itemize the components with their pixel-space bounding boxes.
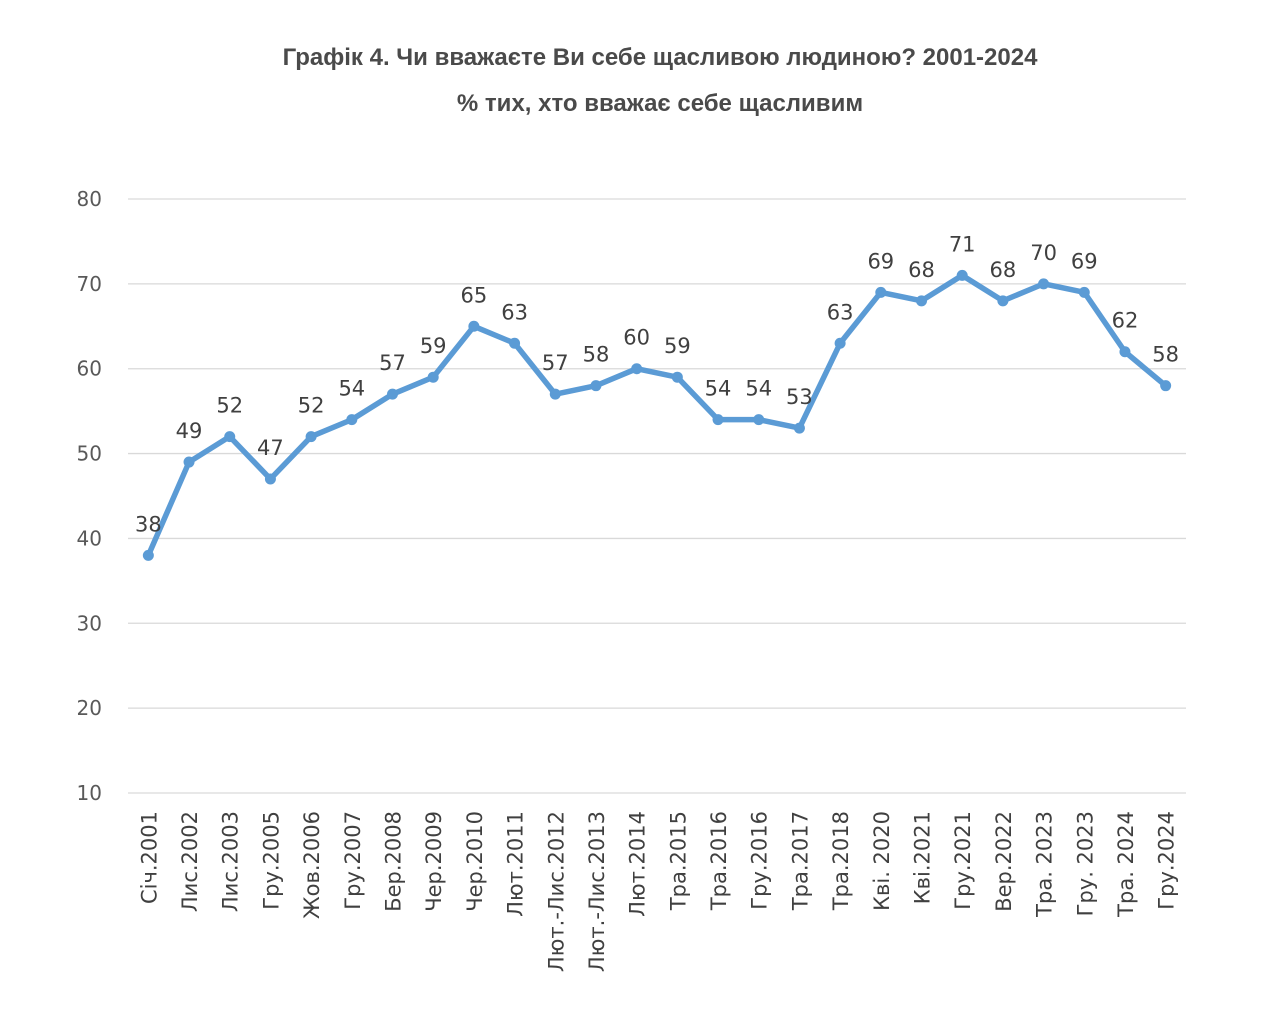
data-label: 69: [867, 249, 894, 273]
data-point: [509, 337, 521, 349]
y-tick-label: 20: [77, 696, 102, 720]
data-point: [468, 320, 480, 332]
series-line: [142, 269, 1172, 561]
y-tick-label: 60: [77, 357, 102, 381]
data-label: 57: [379, 351, 406, 375]
data-point: [264, 473, 276, 485]
x-tick-label: Тра.2017: [788, 811, 812, 911]
x-tick-label: Кві. 2020: [870, 811, 894, 911]
data-label: 59: [420, 334, 447, 358]
x-tick-label: Гру.2005: [259, 811, 283, 910]
x-tick-label: Чер.2009: [422, 811, 446, 912]
data-point: [427, 371, 439, 383]
x-tick-label: Лис.2003: [219, 811, 243, 912]
data-label: 54: [338, 377, 365, 401]
x-tick-label: Гру.2016: [748, 811, 772, 910]
data-label: 69: [1071, 249, 1098, 273]
data-label: 58: [583, 343, 610, 367]
data-point: [224, 431, 236, 443]
data-label: 53: [786, 385, 813, 409]
data-point: [590, 380, 602, 392]
data-point: [997, 295, 1009, 307]
data-label: 63: [501, 300, 528, 324]
chart-title: Графік 4. Чи вважаєте Ви себе щасливою л…: [282, 44, 1038, 71]
data-label: 70: [1030, 241, 1057, 265]
data-label: 68: [990, 258, 1017, 282]
data-label: 52: [298, 394, 325, 418]
data-label: 49: [176, 419, 203, 443]
y-tick-label: 40: [77, 526, 102, 550]
data-point: [631, 363, 643, 375]
data-point: [346, 414, 358, 426]
y-tick-label: 10: [77, 781, 102, 805]
gridlines: [128, 198, 1186, 794]
x-tick-label: Лют.2014: [626, 811, 650, 917]
x-tick-label: Гру.2021: [951, 811, 975, 910]
x-tick-label: Тра. 2023: [1033, 811, 1057, 918]
x-tick-label: Лис.2002: [178, 811, 202, 912]
x-tick-label: Жов.2006: [300, 811, 324, 919]
x-tick-label: Чер.2010: [463, 811, 487, 912]
data-label: 59: [664, 334, 691, 358]
data-point: [956, 269, 968, 281]
x-tick-label: Січ.2001: [137, 811, 161, 904]
data-label: 65: [461, 283, 488, 307]
x-tick-label: Гру. 2023: [1073, 811, 1097, 916]
data-label: 63: [827, 300, 854, 324]
x-tick-label: Лют.-Лис.2013: [585, 811, 609, 972]
x-tick-label: Вер.2022: [992, 811, 1016, 912]
y-axis: 10 20 30 40 50 60 70 80: [77, 187, 102, 805]
x-tick-label: Гру.2007: [341, 811, 365, 910]
y-tick-label: 50: [77, 442, 102, 466]
x-tick-label: Тра.2018: [829, 811, 853, 911]
data-label: 58: [1152, 343, 1179, 367]
data-point: [793, 422, 805, 434]
x-tick-label: Лют.2011: [504, 811, 528, 917]
x-tick-label: Тра.2015: [666, 811, 690, 911]
data-point: [1160, 380, 1172, 392]
y-tick-label: 30: [77, 611, 102, 635]
data-point: [1078, 286, 1090, 298]
data-point: [671, 371, 683, 383]
data-point: [1038, 278, 1050, 290]
data-label: 68: [908, 258, 935, 282]
x-axis: Січ.2001 Лис.2002 Лис.2003 Гру.2005 Жов.2006…: [137, 811, 1178, 972]
data-label: 71: [949, 232, 976, 256]
data-label: 52: [216, 394, 243, 418]
data-point: [142, 549, 154, 561]
data-point: [875, 286, 887, 298]
data-point: [834, 337, 846, 349]
x-tick-label: Бер.2008: [382, 811, 406, 912]
data-point: [183, 456, 195, 468]
data-point: [305, 431, 317, 443]
data-label: 57: [542, 351, 569, 375]
series-path: [145, 272, 1169, 559]
y-tick-label: 80: [77, 187, 102, 211]
data-labels: 38 49 52 47 52 54 57 59 65 63 57 58 60 59 54 54 53 63 69 68…: [135, 232, 1179, 536]
data-label: 60: [623, 326, 650, 350]
x-tick-label: Гру.2024: [1155, 811, 1179, 910]
data-point: [916, 295, 927, 307]
chart-subtitle: % тих, хто вважає себе щасливим: [456, 90, 864, 117]
data-point: [1119, 346, 1131, 358]
data-point: [753, 414, 765, 426]
data-point: [549, 388, 561, 400]
x-tick-label: Тра. 2024: [1114, 811, 1138, 918]
data-label: 47: [257, 436, 284, 460]
data-label: 62: [1112, 309, 1139, 333]
data-label: 54: [705, 377, 732, 401]
y-tick-label: 70: [77, 272, 102, 296]
data-point: [387, 388, 398, 400]
data-point: [712, 414, 724, 426]
x-tick-label: Лют.-Лис.2012: [544, 811, 568, 972]
data-label: 54: [745, 377, 772, 401]
x-tick-label: Кві.2021: [911, 811, 935, 904]
x-tick-label: Тра.2016: [707, 811, 731, 911]
data-label: 38: [135, 512, 162, 536]
